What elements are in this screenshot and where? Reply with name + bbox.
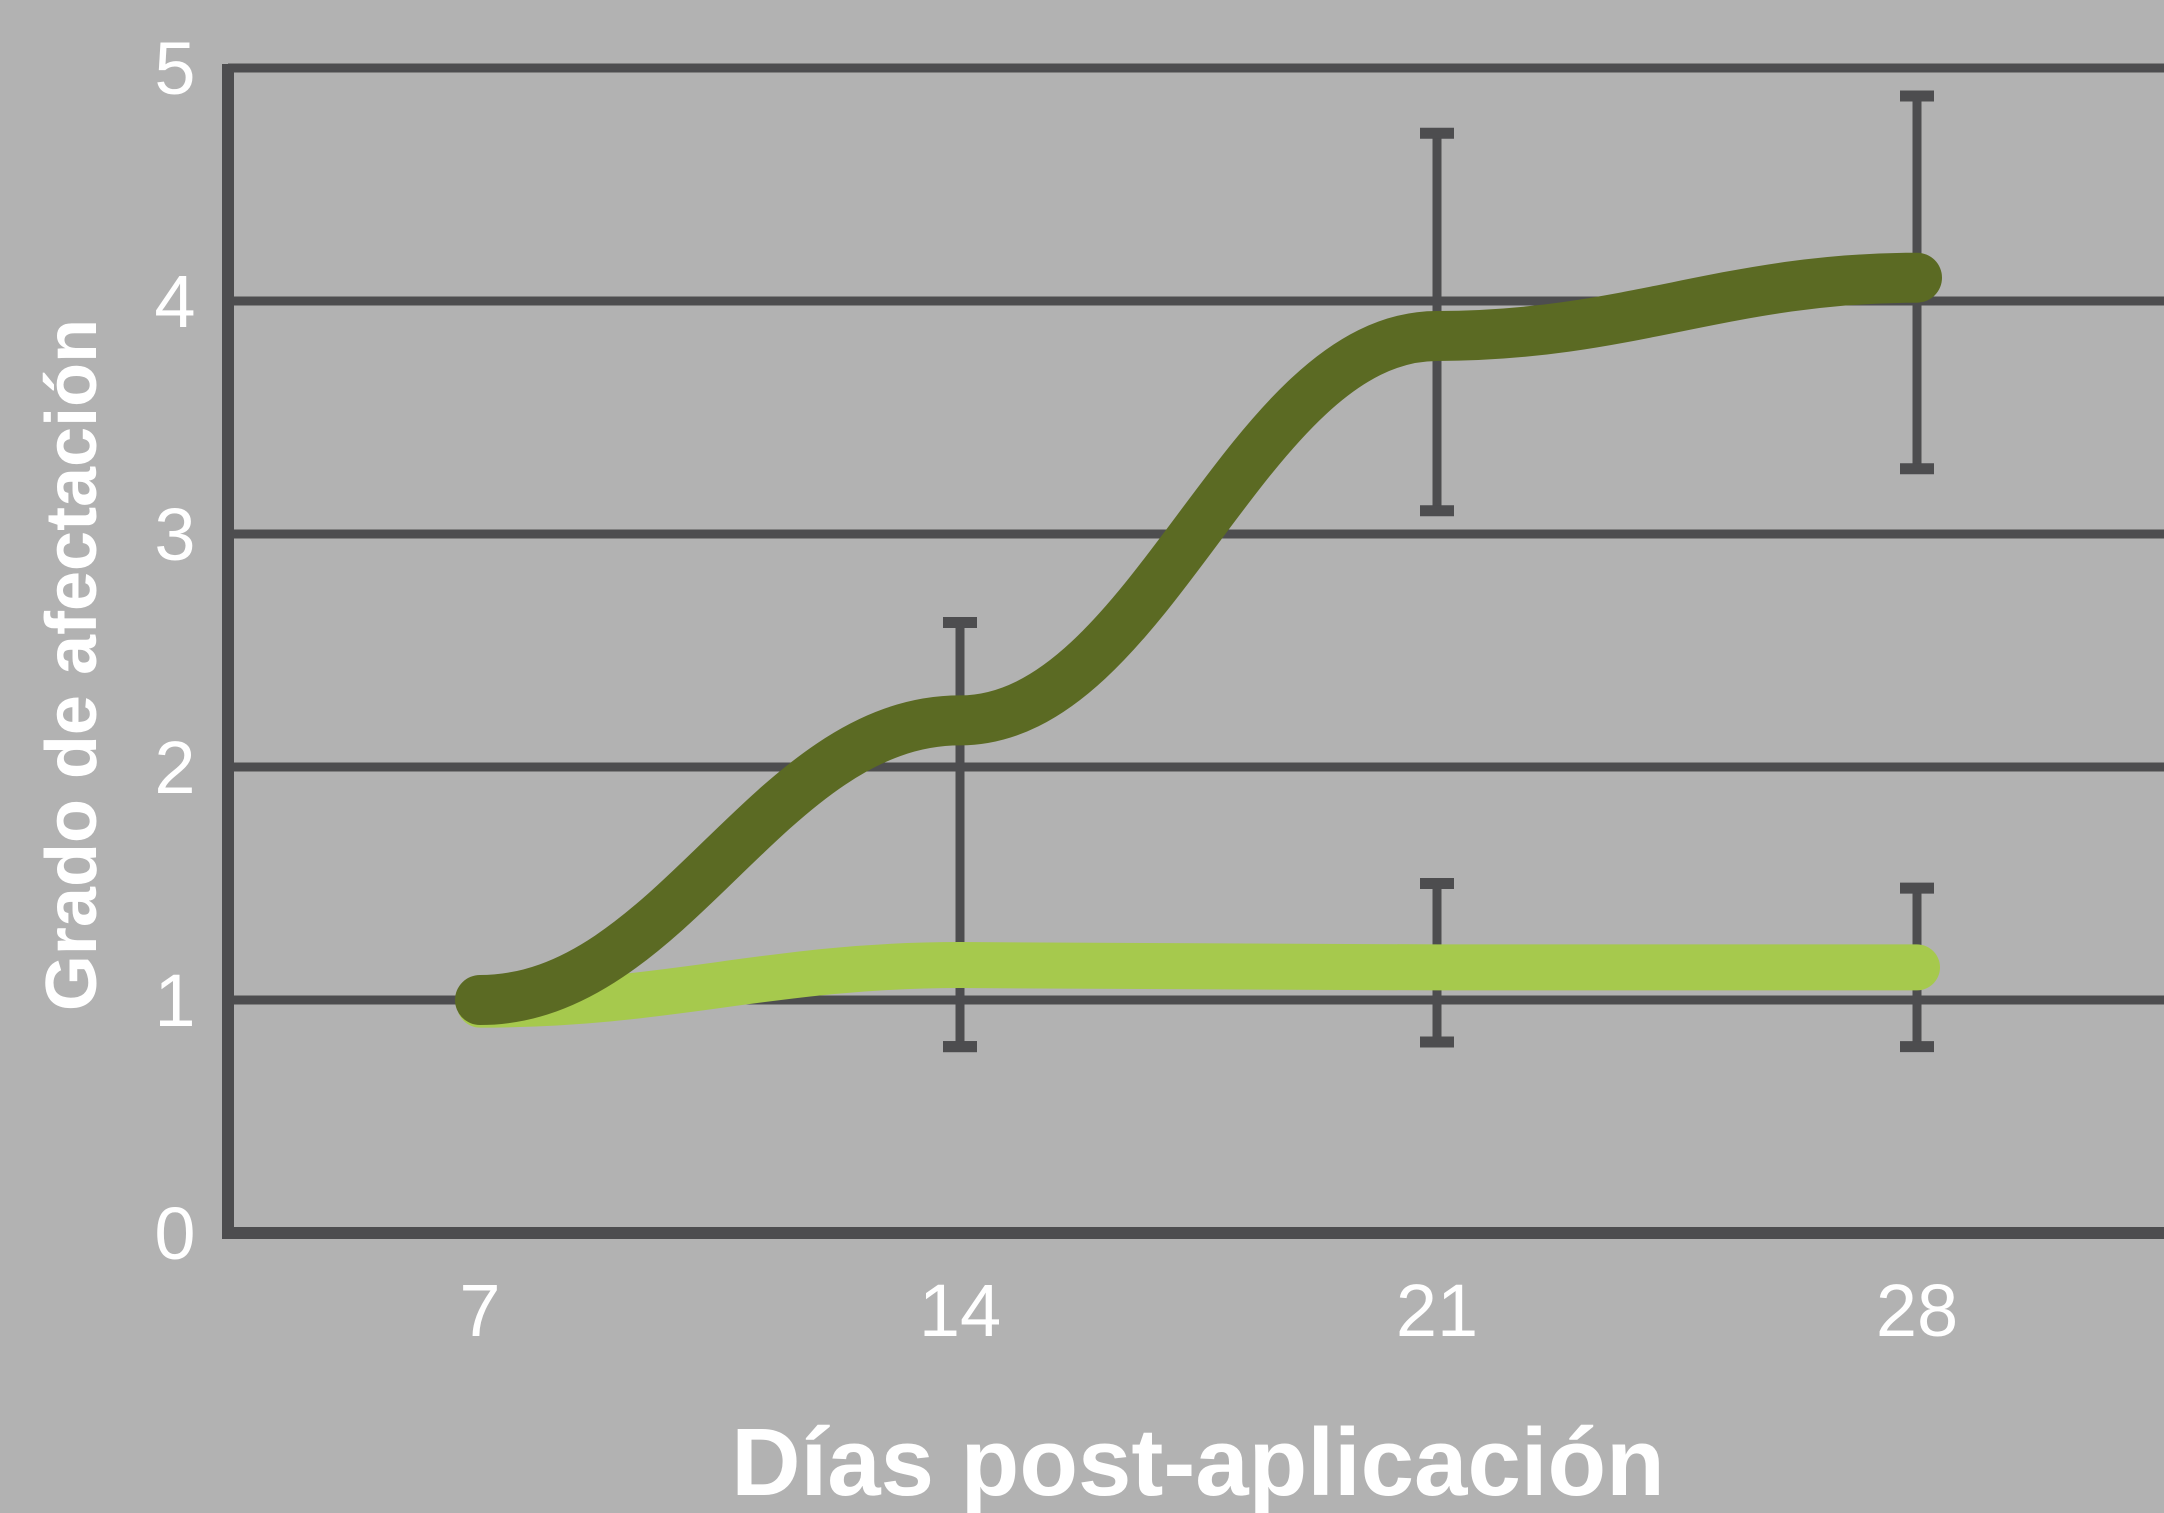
series-lines [480, 278, 1917, 1005]
y-tick-label-3: 3 [154, 493, 195, 576]
y-tick-label-1: 1 [154, 959, 195, 1042]
y-tick-labels: 0 1 2 3 4 5 [154, 27, 195, 1275]
y-tick-label-2: 2 [154, 726, 195, 809]
y-tick-label-4: 4 [154, 260, 195, 343]
y-tick-label-0: 0 [154, 1192, 195, 1275]
x-axis-title: Días post-aplicación [731, 1409, 1665, 1513]
x-tick-label-14: 14 [919, 1269, 1001, 1352]
axes [222, 64, 2164, 1237]
y-tick-label-5: 5 [154, 27, 195, 110]
y-axis-title: Grado de afectación [32, 319, 112, 1011]
error-bars [943, 96, 1934, 1047]
series-line-1 [480, 278, 1917, 1000]
x-tick-label-28: 28 [1876, 1269, 1958, 1352]
x-tick-label-7: 7 [459, 1269, 500, 1352]
x-tick-label-21: 21 [1396, 1269, 1478, 1352]
x-tick-labels: 7 14 21 28 [459, 1269, 1958, 1352]
